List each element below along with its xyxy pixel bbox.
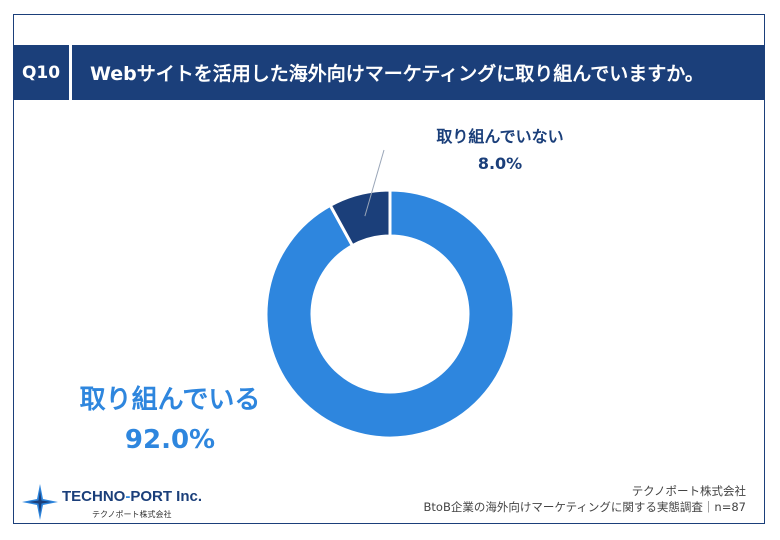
slice-label-implementing-text: 取り組んでいる [79,385,261,415]
logo-mark-icon [22,484,58,520]
slice-label-implementing: 取り組んでいる 92.0% [55,380,285,460]
source-company: テクノポート株式会社 [631,484,746,498]
logo-name-part1: TECHNO [62,488,126,505]
source-survey: BtoB企業の海外向けマーケティングに関する実態調査｜n=87 [423,500,746,514]
slice-label-not-implementing-value: 8.0% [477,154,523,173]
question-header: Q10 Webサイトを活用した海外向けマーケティングに取り組んでいますか。 [13,45,765,100]
header-divider [69,45,72,100]
logo-name-dash: - [125,488,131,505]
slice-label-implementing-value: 92.0% [124,425,216,455]
question-number: Q10 [21,62,61,83]
logo-subtitle: テクノポート株式会社 [92,510,172,519]
logo-name: TECHNO-PORT Inc. [62,488,202,505]
company-logo: TECHNO-PORT Inc. テクノポート株式会社 [20,482,220,522]
question-text: Webサイトを活用した海外向けマーケティングに取り組んでいますか。 [90,63,704,85]
slice-implementing [264,188,516,440]
slice-not-implementing [328,188,392,248]
leader-line [364,149,385,217]
slice-label-not-implementing-text: 取り組んでいない [436,127,564,146]
slice-label-not-implementing: 取り組んでいない 8.0% [395,123,605,177]
logo-name-part2: PORT Inc. [130,488,203,505]
source-note: テクノポート株式会社 BtoB企業の海外向けマーケティングに関する実態調査｜n=… [424,483,746,515]
